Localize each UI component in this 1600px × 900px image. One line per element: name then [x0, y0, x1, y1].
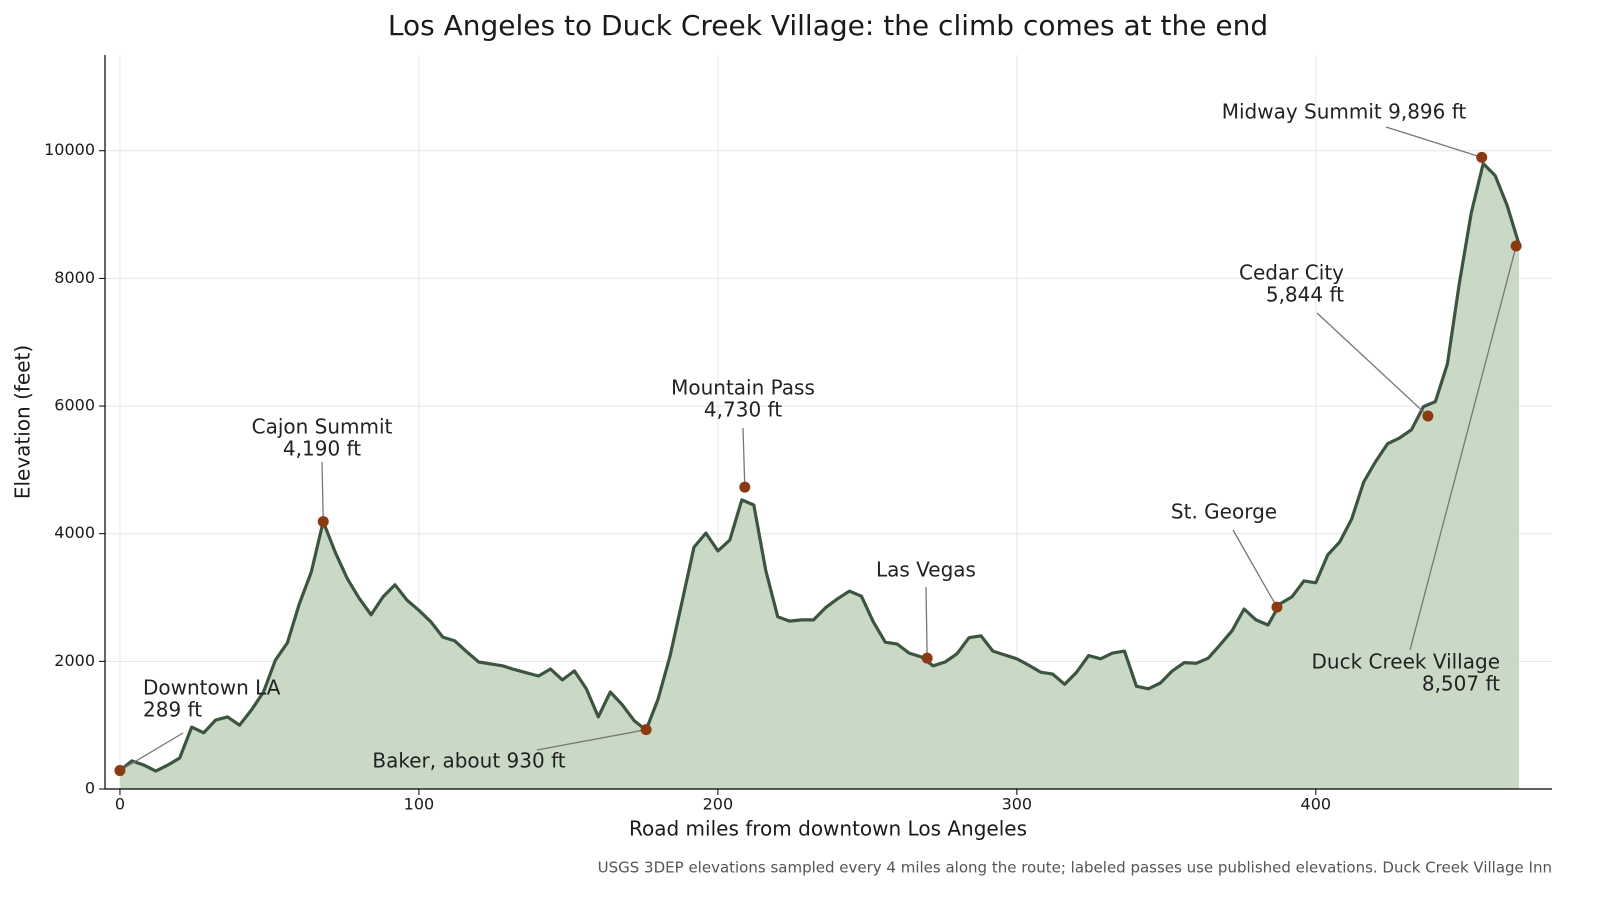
x-tick-label: 400	[1301, 795, 1332, 814]
landmark-point	[317, 516, 329, 528]
y-tick-label: 2000	[54, 651, 95, 670]
x-tick-label: 0	[115, 795, 125, 814]
leader-line	[925, 586, 928, 659]
annotation-label: 4,190 ft	[283, 437, 361, 461]
annotation-label: Cedar City	[1239, 261, 1344, 285]
landmark-point	[1476, 151, 1488, 163]
annotation-label: St. George	[1171, 500, 1277, 524]
y-axis-label: Elevation (feet)	[11, 345, 35, 499]
annotation-label: 289 ft	[143, 698, 202, 722]
leader-line	[1232, 529, 1278, 608]
leader-line	[321, 461, 324, 522]
annotation-label: Duck Creek Village	[1312, 650, 1500, 674]
landmark-point	[1510, 240, 1522, 252]
annotation-label: 4,730 ft	[704, 398, 782, 422]
y-tick-label: 10000	[44, 140, 95, 159]
y-tick-label: 6000	[54, 396, 95, 415]
leader-line	[1316, 312, 1429, 417]
x-tick-label: 200	[703, 795, 734, 814]
y-tick-label: 0	[85, 779, 95, 798]
leader-line	[119, 732, 184, 772]
annotation-label: 8,507 ft	[1422, 672, 1500, 696]
x-tick-label: 100	[404, 795, 435, 814]
x-axis-label: Road miles from downtown Los Angeles	[629, 817, 1027, 841]
chart-title: Los Angeles to Duck Creek Village: the c…	[388, 9, 1268, 42]
x-tick-label: 300	[1002, 795, 1033, 814]
elevation-area	[119, 163, 1520, 789]
annotation-label: Mountain Pass	[671, 376, 815, 400]
elevation-line	[118, 161, 1521, 773]
leader-line	[536, 729, 647, 751]
y-tick-label: 4000	[54, 523, 95, 542]
leader-line	[1409, 245, 1517, 651]
leader-line	[742, 427, 746, 488]
landmark-point	[921, 652, 933, 664]
annotation-label: Baker, about 930 ft	[372, 749, 565, 773]
leader-line	[1385, 126, 1482, 158]
landmark-point	[640, 724, 652, 736]
landmark-point	[1271, 601, 1283, 613]
annotation-label: Cajon Summit	[252, 415, 393, 439]
landmark-point	[1422, 410, 1434, 422]
landmark-point	[739, 481, 751, 493]
landmark-point	[114, 765, 126, 777]
annotation-label: Las Vegas	[876, 558, 976, 582]
source-note: USGS 3DEP elevations sampled every 4 mil…	[598, 859, 1552, 877]
y-tick-label: 8000	[54, 268, 95, 287]
annotation-label: 5,844 ft	[1266, 283, 1344, 307]
annotation-label: Downtown LA	[143, 676, 281, 700]
annotation-label: Midway Summit 9,896 ft	[1222, 100, 1467, 124]
